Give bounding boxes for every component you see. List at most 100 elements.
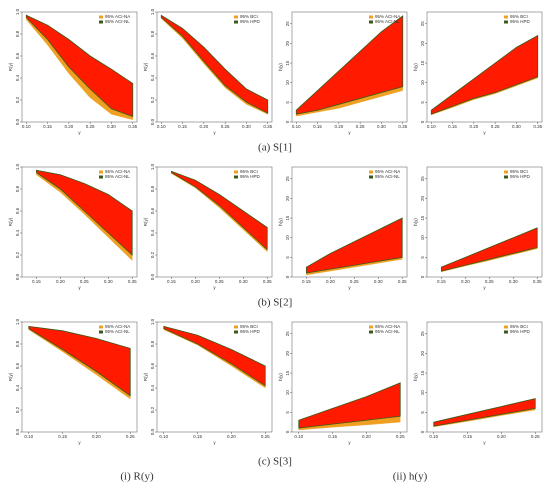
x-tick-label: 0.30: [104, 279, 113, 284]
y-tick-label: 0.6: [150, 362, 155, 369]
interval-band: [35, 169, 133, 256]
legend-label: 95% BCI: [510, 14, 528, 19]
y-axis-label: R(y): [143, 62, 148, 71]
y-tick-label: 10: [285, 390, 290, 396]
x-tick-label: 0.35: [128, 279, 137, 284]
legend-swatch: [504, 15, 508, 19]
y-tick-label: 25: [420, 331, 425, 337]
y-axis-label: h(y): [278, 63, 283, 71]
x-tick-label: 0.25: [215, 279, 224, 284]
y-tick-label: 0: [420, 275, 425, 278]
interval-band: [163, 325, 266, 387]
x-axis-label: y: [78, 285, 81, 290]
x-tick-label: 0.25: [86, 124, 95, 129]
x-tick-label: 0.35: [533, 279, 542, 284]
y-axis-label: R(y): [143, 372, 148, 381]
legend-swatch: [369, 170, 373, 174]
y-axis-label: h(y): [413, 218, 418, 226]
legend-label: 95% BCI: [240, 14, 258, 19]
x-tick-label: 0.15: [328, 434, 337, 439]
caption: (b) S[2]: [258, 297, 293, 309]
legend-label: 95% BCI: [240, 169, 258, 174]
x-tick-label: 0.15: [58, 434, 67, 439]
x-tick-label: 0.30: [377, 124, 386, 129]
x-axis-label: y: [483, 440, 486, 445]
x-tick-label: 0.25: [531, 434, 540, 439]
y-tick-label: 0.0: [15, 118, 20, 125]
x-axis-label: y: [213, 285, 216, 290]
x-tick-label: 0.10: [24, 434, 33, 439]
x-tick-label: 0.30: [512, 124, 521, 129]
legend-swatch: [504, 175, 508, 179]
legend-swatch: [99, 170, 103, 174]
y-tick-label: 0: [420, 120, 425, 123]
y-tick-label: 1.0: [150, 318, 155, 325]
y-tick-label: 0: [285, 120, 290, 123]
interval-band: [171, 171, 268, 253]
legend-label: 95% ACI-NL: [375, 329, 400, 334]
y-tick-label: 0.8: [15, 340, 20, 347]
y-tick-label: 1.0: [15, 318, 20, 325]
legend-label: 95% ACI-NA: [375, 169, 400, 174]
x-tick-label: 0.30: [107, 124, 116, 129]
y-tick-label: 15: [285, 215, 290, 221]
legend-swatch: [369, 325, 373, 329]
x-axis-label: y: [213, 440, 216, 445]
plot-frame: [291, 166, 408, 278]
x-tick-label: 0.10: [429, 434, 438, 439]
interval-band: [295, 15, 404, 115]
x-tick-label: 0.20: [191, 279, 200, 284]
x-axis-label: y: [348, 440, 351, 445]
y-axis-label: h(y): [413, 63, 418, 71]
y-tick-label: 20: [285, 350, 290, 356]
y-tick-label: 0.0: [150, 273, 155, 280]
x-axis-label: y: [483, 285, 486, 290]
x-tick-label: 0.20: [326, 279, 335, 284]
legend-label: 95% ACI-NA: [375, 324, 400, 329]
y-tick-label: 0: [285, 275, 290, 278]
legend-label: 95% BCI: [510, 324, 528, 329]
legend-label: 95% ACI-NA: [105, 169, 130, 174]
legend-swatch: [504, 170, 508, 174]
y-tick-label: 10: [285, 80, 290, 86]
x-tick-label: 0.25: [396, 434, 405, 439]
x-tick-label: 0.30: [509, 279, 518, 284]
y-tick-label: 10: [420, 390, 425, 396]
y-tick-label: 0.4: [150, 74, 155, 81]
x-tick-label: 0.20: [56, 279, 65, 284]
interval-band: [298, 382, 401, 429]
x-axis-label: y: [483, 130, 486, 135]
x-axis-label: y: [78, 130, 81, 135]
plot-frame: [426, 166, 543, 278]
y-axis-label: h(y): [278, 373, 283, 381]
x-tick-label: 0.35: [263, 124, 272, 129]
column-label: (i) R(y): [120, 471, 154, 483]
y-axis-label: R(y): [8, 217, 13, 226]
y-tick-label: 0.2: [150, 251, 155, 258]
x-tick-label: 0.20: [362, 434, 371, 439]
y-tick-label: 0.4: [150, 384, 155, 391]
interval-band: [25, 14, 134, 118]
y-tick-label: 0.0: [150, 118, 155, 125]
y-tick-label: 1.0: [15, 8, 20, 15]
plot-frame: [291, 321, 408, 433]
y-tick-label: 10: [285, 235, 290, 241]
caption: (c) S[3]: [258, 456, 292, 468]
legend-swatch: [369, 15, 373, 19]
y-tick-label: 0.0: [15, 273, 20, 280]
x-tick-label: 0.35: [533, 124, 542, 129]
plot-frame: [21, 166, 138, 278]
y-tick-label: 15: [420, 215, 425, 221]
plot-frame: [156, 321, 273, 433]
y-tick-label: 15: [285, 60, 290, 66]
x-tick-label: 0.20: [334, 124, 343, 129]
x-tick-label: 0.25: [491, 124, 500, 129]
plot-frame: [21, 11, 138, 123]
legend-swatch: [234, 330, 238, 334]
legend-label: 95% ACI-NA: [105, 14, 130, 19]
y-tick-label: 25: [285, 331, 290, 337]
y-tick-label: 0.6: [15, 207, 20, 214]
x-tick-label: 0.15: [43, 124, 52, 129]
legend-swatch: [234, 175, 238, 179]
